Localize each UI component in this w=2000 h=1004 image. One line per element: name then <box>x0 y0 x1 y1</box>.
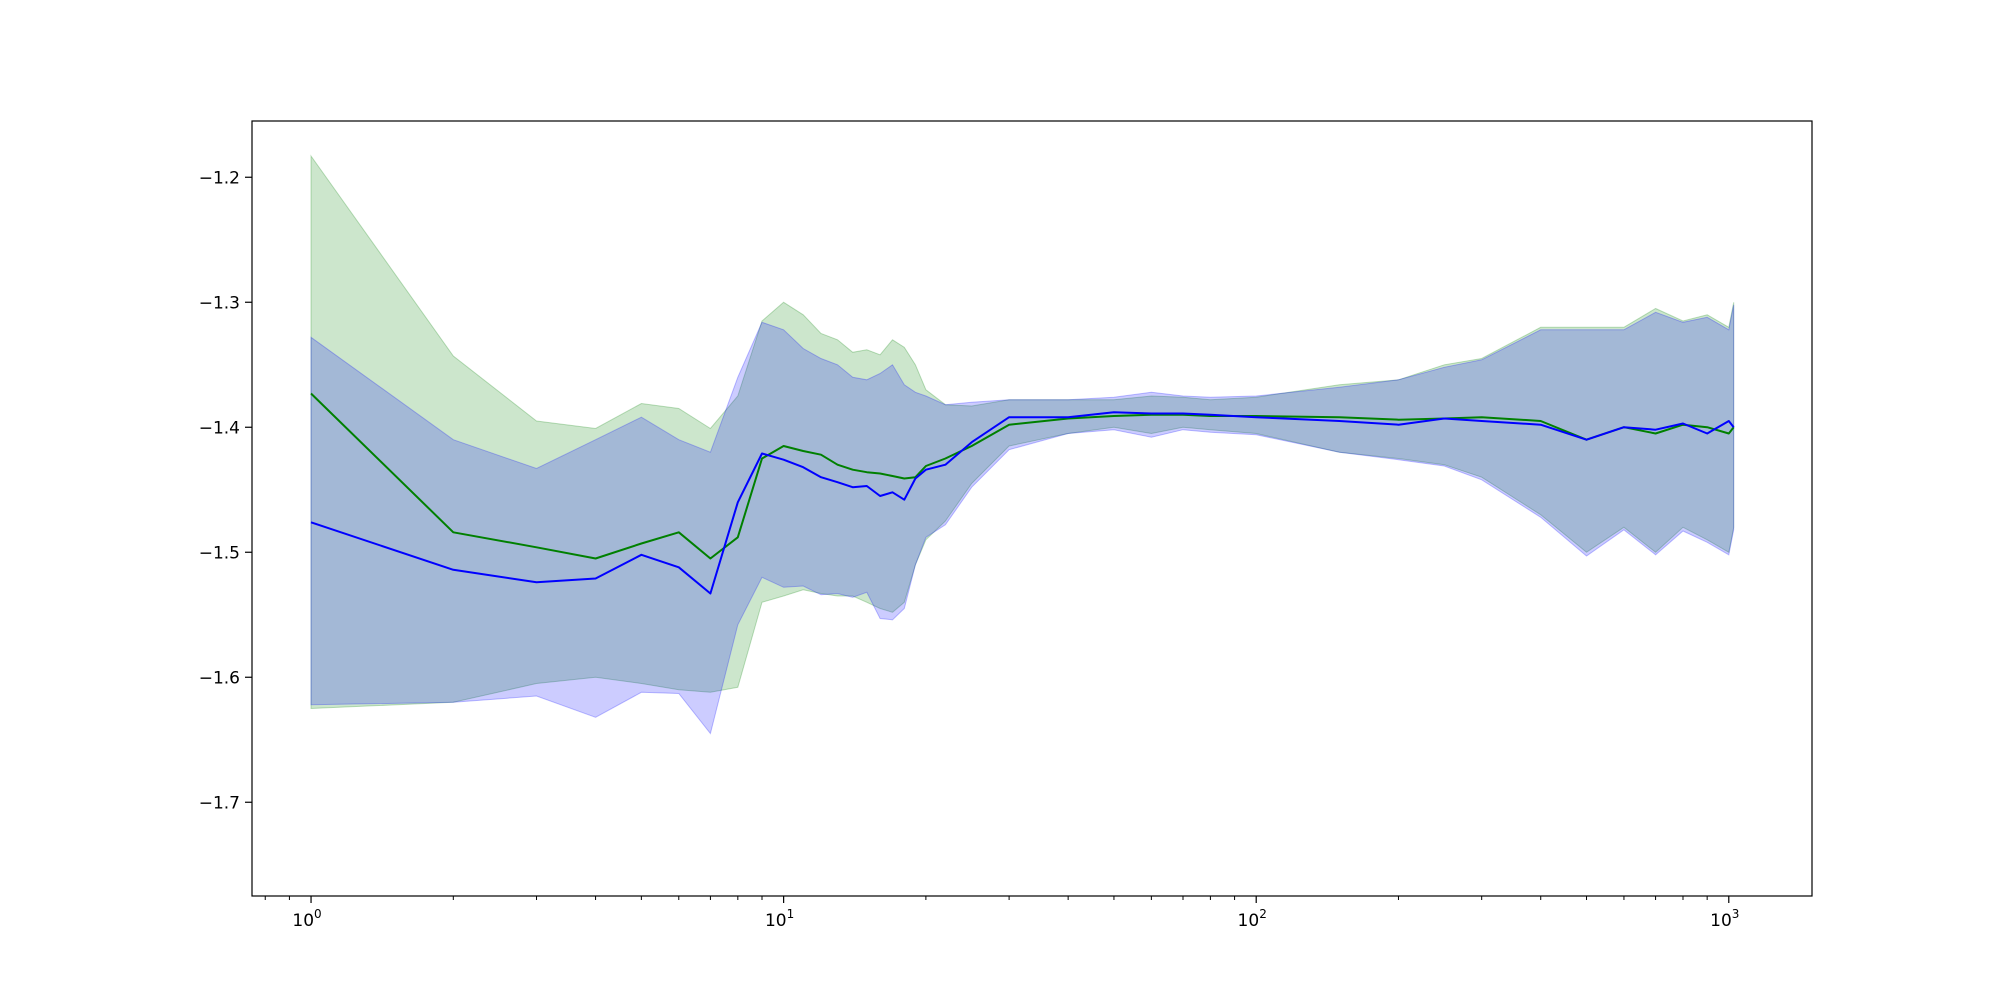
y-tick-label: −1.6 <box>199 668 240 688</box>
y-tick-label: −1.2 <box>199 168 240 188</box>
x-tick-label: 102 <box>1238 907 1267 931</box>
x-tick-label: 103 <box>1710 907 1739 931</box>
plot-area-frame <box>251 120 1813 897</box>
y-tick-label: −1.4 <box>199 418 240 438</box>
y-tick-label: −1.5 <box>199 543 240 563</box>
y-tick-label: −1.3 <box>199 293 240 313</box>
series-2-line <box>310 411 1735 595</box>
series-lines <box>310 392 1735 595</box>
series-2-band <box>310 304 1735 735</box>
series-1-band <box>310 154 1735 710</box>
x-tick-label: 100 <box>292 907 321 931</box>
confidence-bands <box>310 154 1735 735</box>
axis-ticks: −1.2 −1.3 −1.4 −1.5 −1.6 −1.7 100 101 102 103 <box>199 168 1740 931</box>
x-tick-label: 101 <box>765 907 794 931</box>
y-tick-label: −1.7 <box>199 793 240 813</box>
series-1-line <box>310 392 1735 560</box>
